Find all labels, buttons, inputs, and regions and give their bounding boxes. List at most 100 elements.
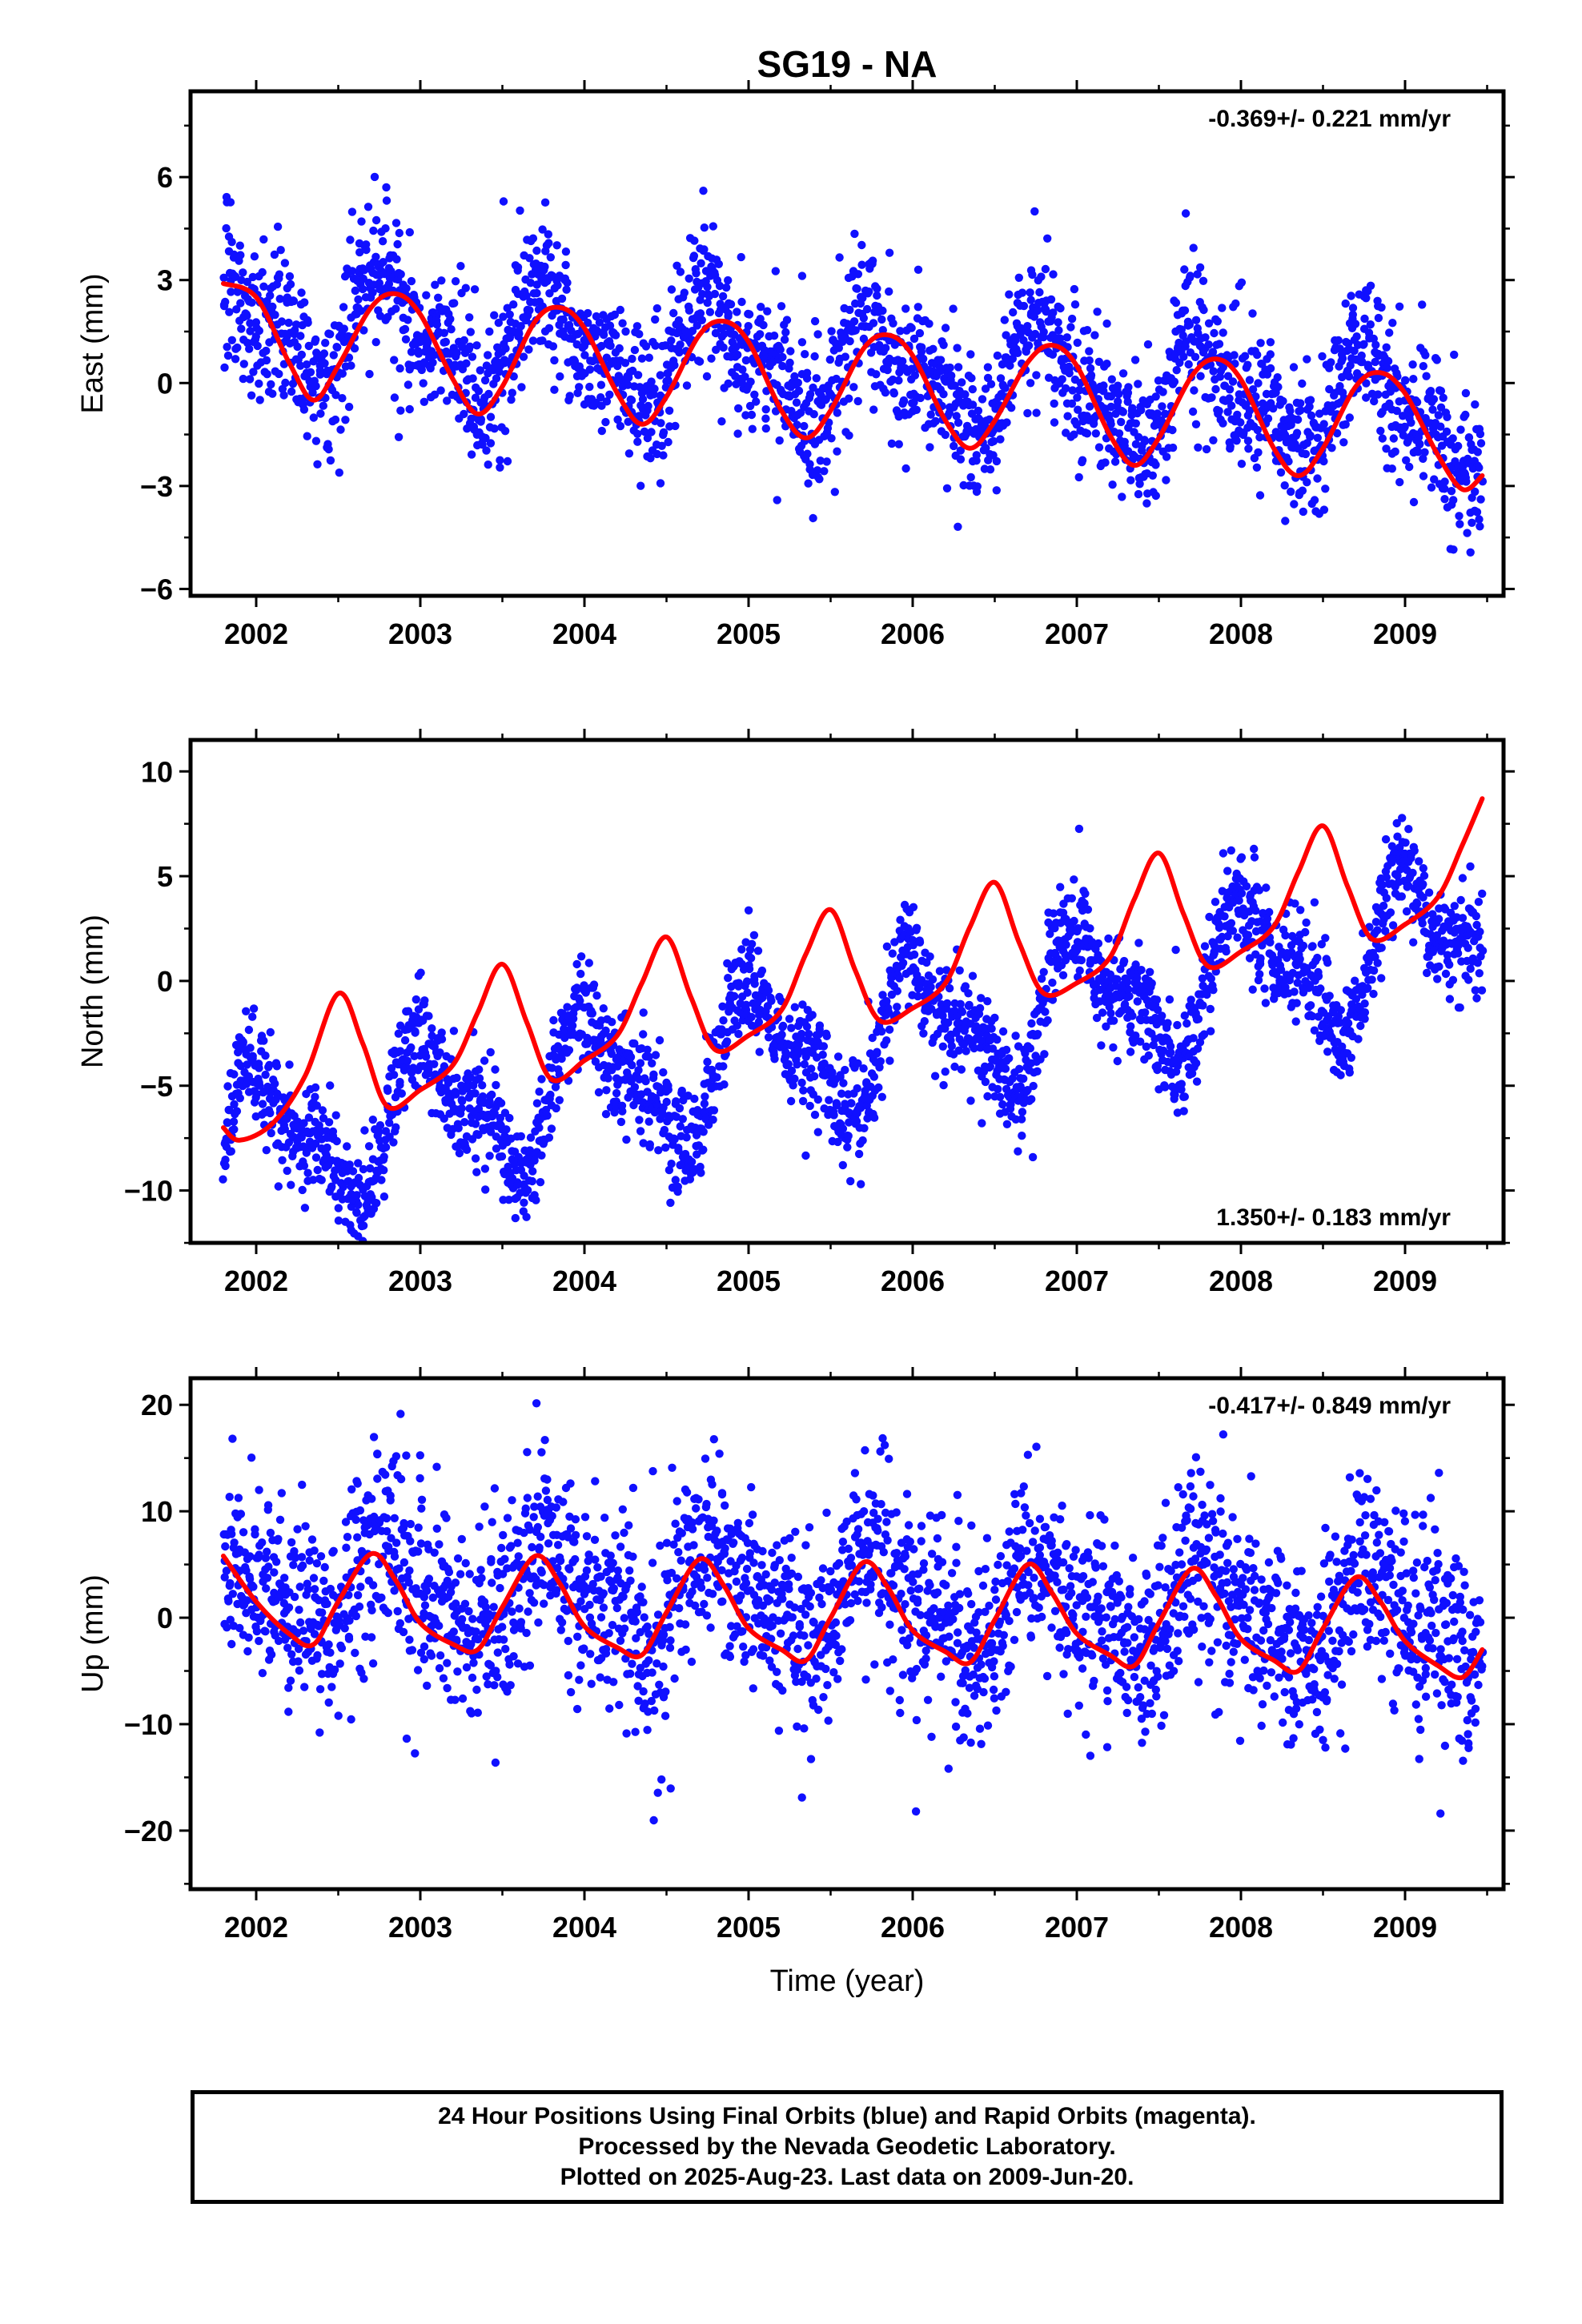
- data-point: [612, 1097, 620, 1106]
- data-point: [254, 1059, 263, 1068]
- data-point: [1042, 305, 1050, 314]
- data-point: [1163, 1019, 1172, 1027]
- data-point: [368, 288, 377, 297]
- data-point: [1373, 959, 1382, 967]
- data-point: [517, 383, 526, 392]
- data-point: [1026, 288, 1034, 297]
- data-point: [1206, 1004, 1215, 1014]
- data-point: [717, 417, 726, 426]
- data-point: [636, 1127, 645, 1136]
- x-tick-label: 2008: [1209, 617, 1273, 650]
- data-point: [259, 1036, 268, 1045]
- data-points: [219, 814, 1488, 1243]
- data-point: [1186, 271, 1195, 280]
- data-point: [280, 1124, 289, 1134]
- data-point: [1242, 882, 1251, 891]
- data-point: [287, 1180, 295, 1189]
- data-point: [576, 952, 586, 961]
- data-point: [266, 1027, 275, 1037]
- data-point: [414, 347, 423, 356]
- data-point: [526, 279, 535, 287]
- data-point: [1049, 270, 1058, 279]
- data-point: [853, 1084, 861, 1093]
- data-point: [313, 460, 322, 468]
- data-point: [1153, 1005, 1162, 1015]
- data-point: [981, 384, 990, 393]
- data-point: [809, 513, 817, 523]
- data-point: [1218, 304, 1227, 312]
- data-point: [672, 1097, 681, 1106]
- data-point: [323, 1143, 331, 1152]
- data-point: [1117, 417, 1126, 427]
- data-point: [647, 428, 656, 436]
- data-point: [954, 522, 962, 531]
- data-point: [261, 1051, 270, 1060]
- data-point: [391, 1123, 400, 1132]
- data-point: [1301, 927, 1310, 937]
- data-point: [1027, 1019, 1036, 1028]
- data-point: [950, 441, 958, 451]
- data-point: [262, 346, 271, 356]
- data-point: [223, 351, 233, 360]
- data-point: [1106, 416, 1115, 426]
- data-point: [636, 481, 645, 490]
- data-point: [343, 1167, 351, 1176]
- data-point: [1215, 340, 1224, 348]
- data-point: [805, 1101, 814, 1111]
- data-point: [719, 1016, 728, 1025]
- data-point: [460, 409, 468, 419]
- data-point: [1440, 495, 1449, 504]
- data-point: [1310, 898, 1319, 907]
- data-point: [1001, 1064, 1010, 1073]
- data-point: [913, 265, 923, 274]
- data-point: [1091, 429, 1101, 438]
- data-point: [693, 321, 701, 330]
- data-point: [592, 328, 601, 337]
- data-point: [1188, 407, 1198, 416]
- data-point: [1419, 871, 1429, 880]
- data-point: [1317, 939, 1327, 949]
- data-point: [747, 1012, 756, 1022]
- data-point: [1041, 264, 1050, 274]
- data-point: [857, 260, 866, 269]
- data-point: [311, 382, 320, 391]
- data-point: [266, 1108, 275, 1118]
- data-point: [1434, 915, 1443, 923]
- data-point: [537, 1151, 546, 1160]
- data-point: [959, 1040, 969, 1049]
- data-point: [1237, 889, 1247, 898]
- data-point: [1199, 1030, 1209, 1039]
- data-point: [437, 1035, 447, 1043]
- data-point: [1303, 439, 1312, 448]
- data-point: [865, 287, 873, 296]
- data-point: [607, 1049, 616, 1059]
- data-point: [370, 172, 379, 182]
- data-point: [381, 224, 390, 233]
- data-point: [365, 369, 374, 379]
- data-point: [1357, 351, 1366, 360]
- data-point: [1383, 364, 1391, 372]
- data-point: [1041, 1007, 1050, 1016]
- data-point: [1461, 410, 1470, 420]
- data-point: [1296, 406, 1305, 415]
- data-point: [584, 308, 592, 318]
- data-point: [285, 1060, 294, 1069]
- data-point: [790, 372, 799, 381]
- data-point: [730, 991, 739, 1001]
- data-point: [377, 1176, 386, 1184]
- data-point: [223, 1082, 232, 1091]
- data-point: [1002, 353, 1011, 362]
- data-point: [621, 327, 630, 336]
- data-point: [572, 959, 581, 969]
- data-point: [1393, 871, 1402, 880]
- data-point: [356, 306, 365, 316]
- data-point: [1344, 372, 1354, 381]
- data-point: [720, 1080, 729, 1089]
- data-point: [275, 369, 283, 379]
- data-point: [1301, 449, 1311, 459]
- data-point: [548, 342, 558, 351]
- data-point: [544, 239, 553, 247]
- data-point: [833, 447, 841, 456]
- data-point: [794, 386, 804, 396]
- data-point: [589, 980, 599, 989]
